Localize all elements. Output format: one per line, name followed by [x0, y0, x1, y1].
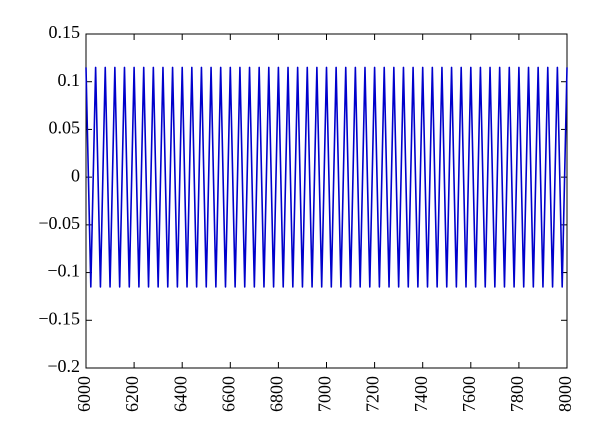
- y-tick-label: −0.05: [38, 213, 80, 233]
- x-tick-label: 6400: [170, 376, 190, 412]
- y-tick-label: −0.15: [38, 308, 80, 328]
- x-tick-label: 7400: [411, 376, 431, 412]
- y-tick-label: 0.05: [49, 118, 81, 138]
- x-tick-label: 6600: [218, 376, 238, 412]
- y-tick-label: −0.1: [47, 261, 80, 281]
- y-tick-label: 0.1: [58, 70, 81, 90]
- x-tick-label: 6800: [267, 376, 287, 412]
- x-tick-label: 6000: [74, 376, 94, 412]
- data-line: [85, 66, 568, 288]
- x-tick-label: 7200: [363, 376, 383, 412]
- x-tick-label: 6200: [122, 376, 142, 412]
- x-tick-label: 7800: [507, 376, 527, 412]
- x-tick-label: 7600: [459, 376, 479, 412]
- x-tick-label: 7000: [315, 376, 335, 412]
- x-tick-label: 8000: [555, 376, 575, 412]
- y-tick-label: 0.15: [49, 22, 81, 42]
- y-tick-label: 0: [71, 165, 80, 185]
- y-tick-label: −0.2: [47, 356, 80, 376]
